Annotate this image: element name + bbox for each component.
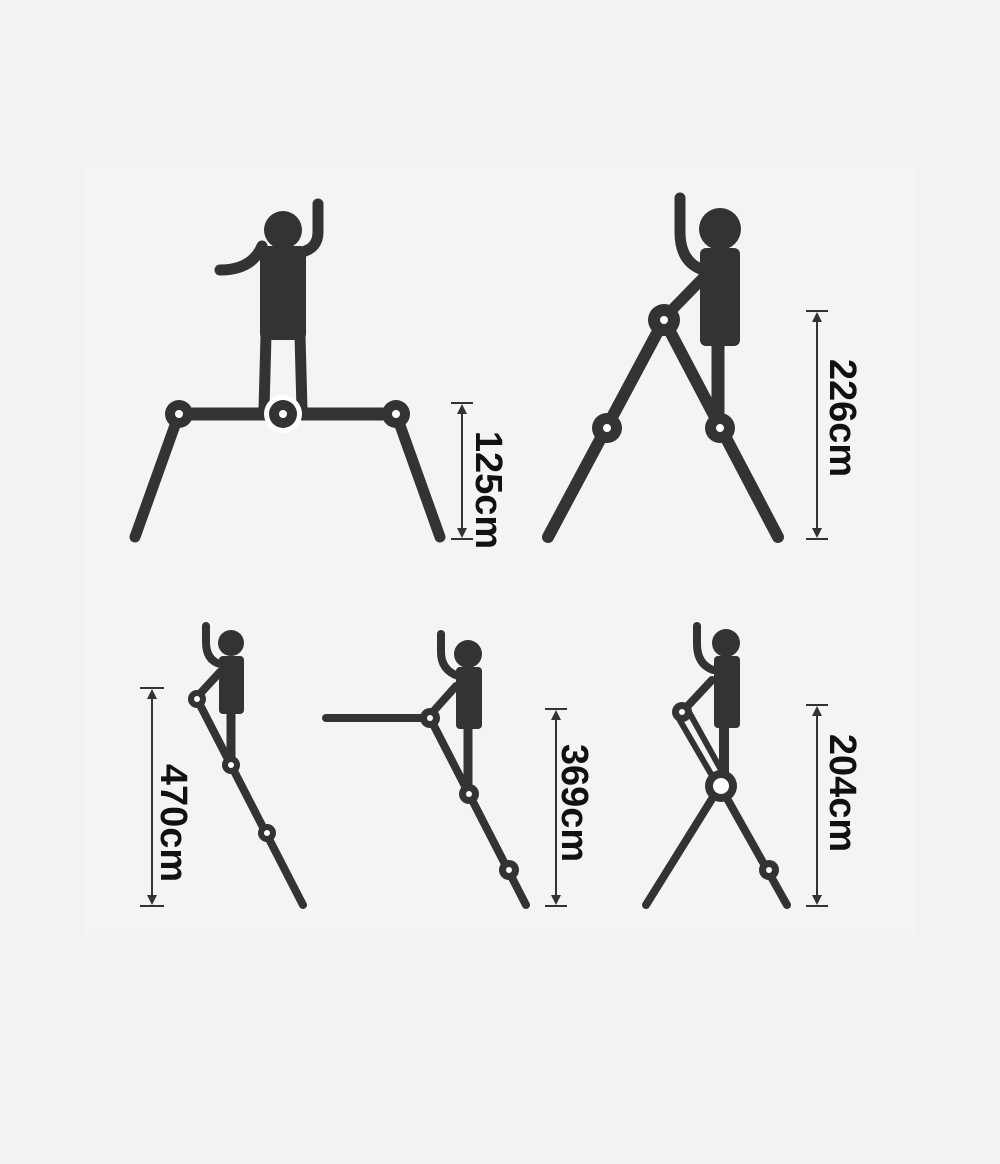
dimension-line-stepladder-short [806,704,828,907]
ladder-straight [193,695,307,909]
hinge-joints [592,304,735,443]
height-label-extension: 470cm [152,764,194,882]
dimension-line-stepladder-tall [806,310,828,540]
diagram-stepladder-tall: 226cm [542,192,863,543]
content-panel [84,165,916,935]
height-label-leaning: 369cm [553,744,595,862]
person-figure [214,198,324,411]
dimension-line-platform [451,402,473,540]
height-label-stepladder-short: 204cm [821,734,863,852]
diagram-platform: 125cm [129,198,509,549]
diagram-leaning: 369cm [322,630,595,909]
diagram-extension: 470cm [140,622,307,909]
dimension-line-extension [140,687,164,907]
hinge-joints [188,690,276,842]
person-figure [427,630,482,793]
diagram-stepladder-short: 204cm [642,622,863,909]
hinge-joints [420,708,519,880]
person-figure [193,622,244,765]
hinge-joints [165,395,410,433]
height-label-platform: 125cm [467,431,509,549]
hinge-joints [672,702,779,880]
height-label-stepladder-tall: 226cm [821,359,863,477]
dimension-line-leaning [545,708,567,907]
